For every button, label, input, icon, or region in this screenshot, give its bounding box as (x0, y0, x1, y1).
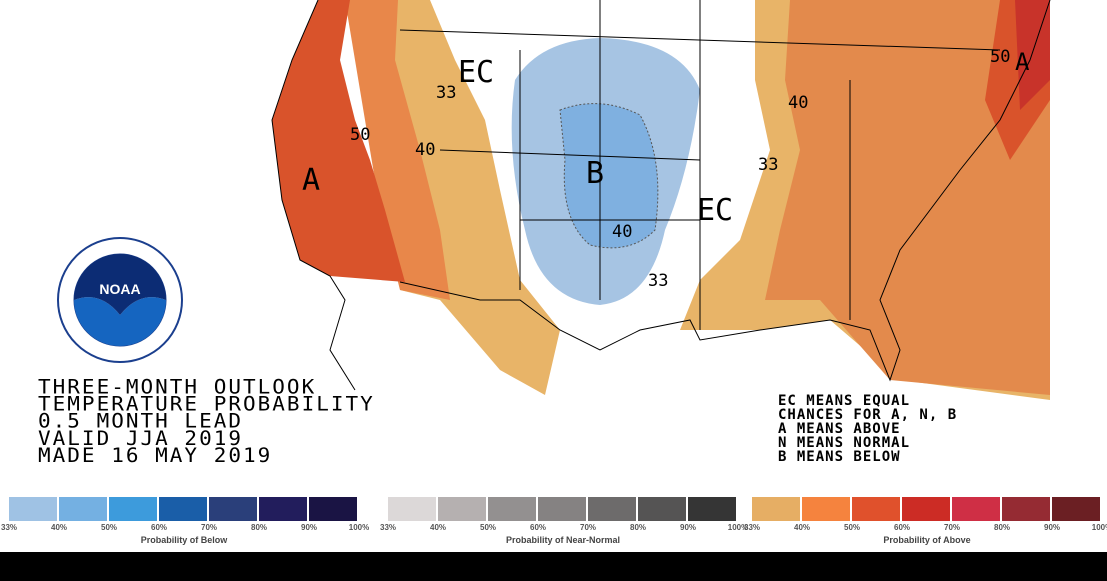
legend-tick: 80% (993, 523, 1011, 532)
contour-40-below: 40 (612, 222, 632, 242)
legend-tick: 40% (429, 523, 447, 532)
legend-tick: 70% (579, 523, 597, 532)
outlook-title: THREE-MONTH OUTLOOK TEMPERATURE PROBABIL… (38, 375, 375, 467)
legend-tick: 100% (348, 523, 370, 532)
label-above-east: A (1015, 48, 1030, 76)
legend-tick: 40% (793, 523, 811, 532)
label-below: B (586, 156, 604, 191)
legend-swatch (852, 497, 900, 521)
legend-title: Probability of Below (140, 535, 228, 545)
legend-tick: 33% (0, 523, 18, 532)
legend-tick: 80% (629, 523, 647, 532)
legend-swatch (388, 497, 436, 521)
legend-tick: 60% (893, 523, 911, 532)
bottom-band (0, 552, 1107, 581)
legend-tick: 100% (727, 523, 749, 532)
legend-near-normal: 33% 40% 50% 60% 70% 80% 90% 100% Probability of … (380, 497, 748, 547)
title-line: MADE 16 MAY 2019 (38, 443, 273, 467)
legend-tick: 40% (50, 523, 68, 532)
legend-swatch (952, 497, 1000, 521)
legend-swatch (588, 497, 636, 521)
contour-33-below: 33 (648, 271, 668, 291)
legend-title: Probability of Near-Normal (505, 535, 621, 545)
label-ec-east: EC (697, 193, 733, 228)
key-line: N MEANS NORMAL (778, 435, 911, 451)
legend-tick: 70% (200, 523, 218, 532)
below-40 (559, 103, 659, 249)
legend-tick: 50% (100, 523, 118, 532)
key-line: EC MEANS EQUAL (778, 393, 911, 409)
title-line: THREE-MONTH OUTLOOK (38, 375, 317, 399)
key-line: A MEANS ABOVE (778, 421, 901, 437)
legend-swatch (209, 497, 257, 521)
contour-33-west: 33 (436, 83, 456, 103)
legend-swatch (109, 497, 157, 521)
legend-tick: 90% (679, 523, 697, 532)
legend-tick: 80% (250, 523, 268, 532)
contour-33-east: 33 (758, 155, 778, 175)
legend-tick: 90% (1043, 523, 1061, 532)
legend-swatch (159, 497, 207, 521)
legend-title: Probability of Above (883, 535, 971, 545)
legend-swatch (1002, 497, 1050, 521)
above-40-west (345, 0, 450, 300)
legend-swatch (802, 497, 850, 521)
legend-swatch (259, 497, 307, 521)
legend-swatch (752, 497, 800, 521)
above-50-west (272, 0, 405, 282)
legend-swatch (688, 497, 736, 521)
title-line: TEMPERATURE PROBABILITY (38, 392, 375, 416)
legend-swatch (59, 497, 107, 521)
noaa-logo-text: NOAA (99, 281, 140, 297)
key-line: CHANCES FOR A, N, B (778, 407, 958, 423)
above-40-east (765, 0, 1050, 395)
title-line: VALID JJA 2019 (38, 426, 244, 450)
legend-swatch (638, 497, 686, 521)
legend-swatch (902, 497, 950, 521)
legend-tick: 33% (743, 523, 761, 532)
legend-tick: 60% (150, 523, 168, 532)
legend-tick: 33% (379, 523, 397, 532)
map-key: EC MEANS EQUAL CHANCES FOR A, N, B A MEA… (778, 394, 957, 464)
legend-tick: 50% (843, 523, 861, 532)
legend-swatch (309, 497, 357, 521)
legend-tick: 70% (943, 523, 961, 532)
legend-below: 33% 40% 50% 60% 70% 80% 90% 100% Probability of … (1, 497, 369, 547)
legend-tick: 60% (529, 523, 547, 532)
above-33-west (385, 0, 560, 395)
label-above-west: A (302, 163, 320, 198)
legend-tick: 90% (300, 523, 318, 532)
legend-tick: 100% (1091, 523, 1107, 532)
contour-40-east: 40 (788, 93, 808, 113)
boundaries (271, 0, 1051, 391)
contour-50-east: 50 (990, 47, 1010, 67)
legend-tick: 50% (479, 523, 497, 532)
contour-40-west: 40 (415, 140, 435, 160)
legend-above: 33% 40% 50% 60% 70% 80% 90% 100% Probability of … (744, 497, 1107, 547)
label-ec-west: EC (458, 55, 494, 90)
outlook-map: EC EC B A A 50 40 33 40 33 40 33 50 NOAA (57, 0, 1051, 400)
contour-50-west: 50 (350, 125, 370, 145)
legend-swatch (488, 497, 536, 521)
legend-swatch (1052, 497, 1100, 521)
key-line: B MEANS BELOW (778, 449, 901, 465)
noaa-logo: NOAA (57, 237, 183, 363)
legend-swatch (538, 497, 586, 521)
legend-swatch (438, 497, 486, 521)
title-line: 0.5 MONTH LEAD (38, 409, 244, 433)
legend-swatch (9, 497, 57, 521)
